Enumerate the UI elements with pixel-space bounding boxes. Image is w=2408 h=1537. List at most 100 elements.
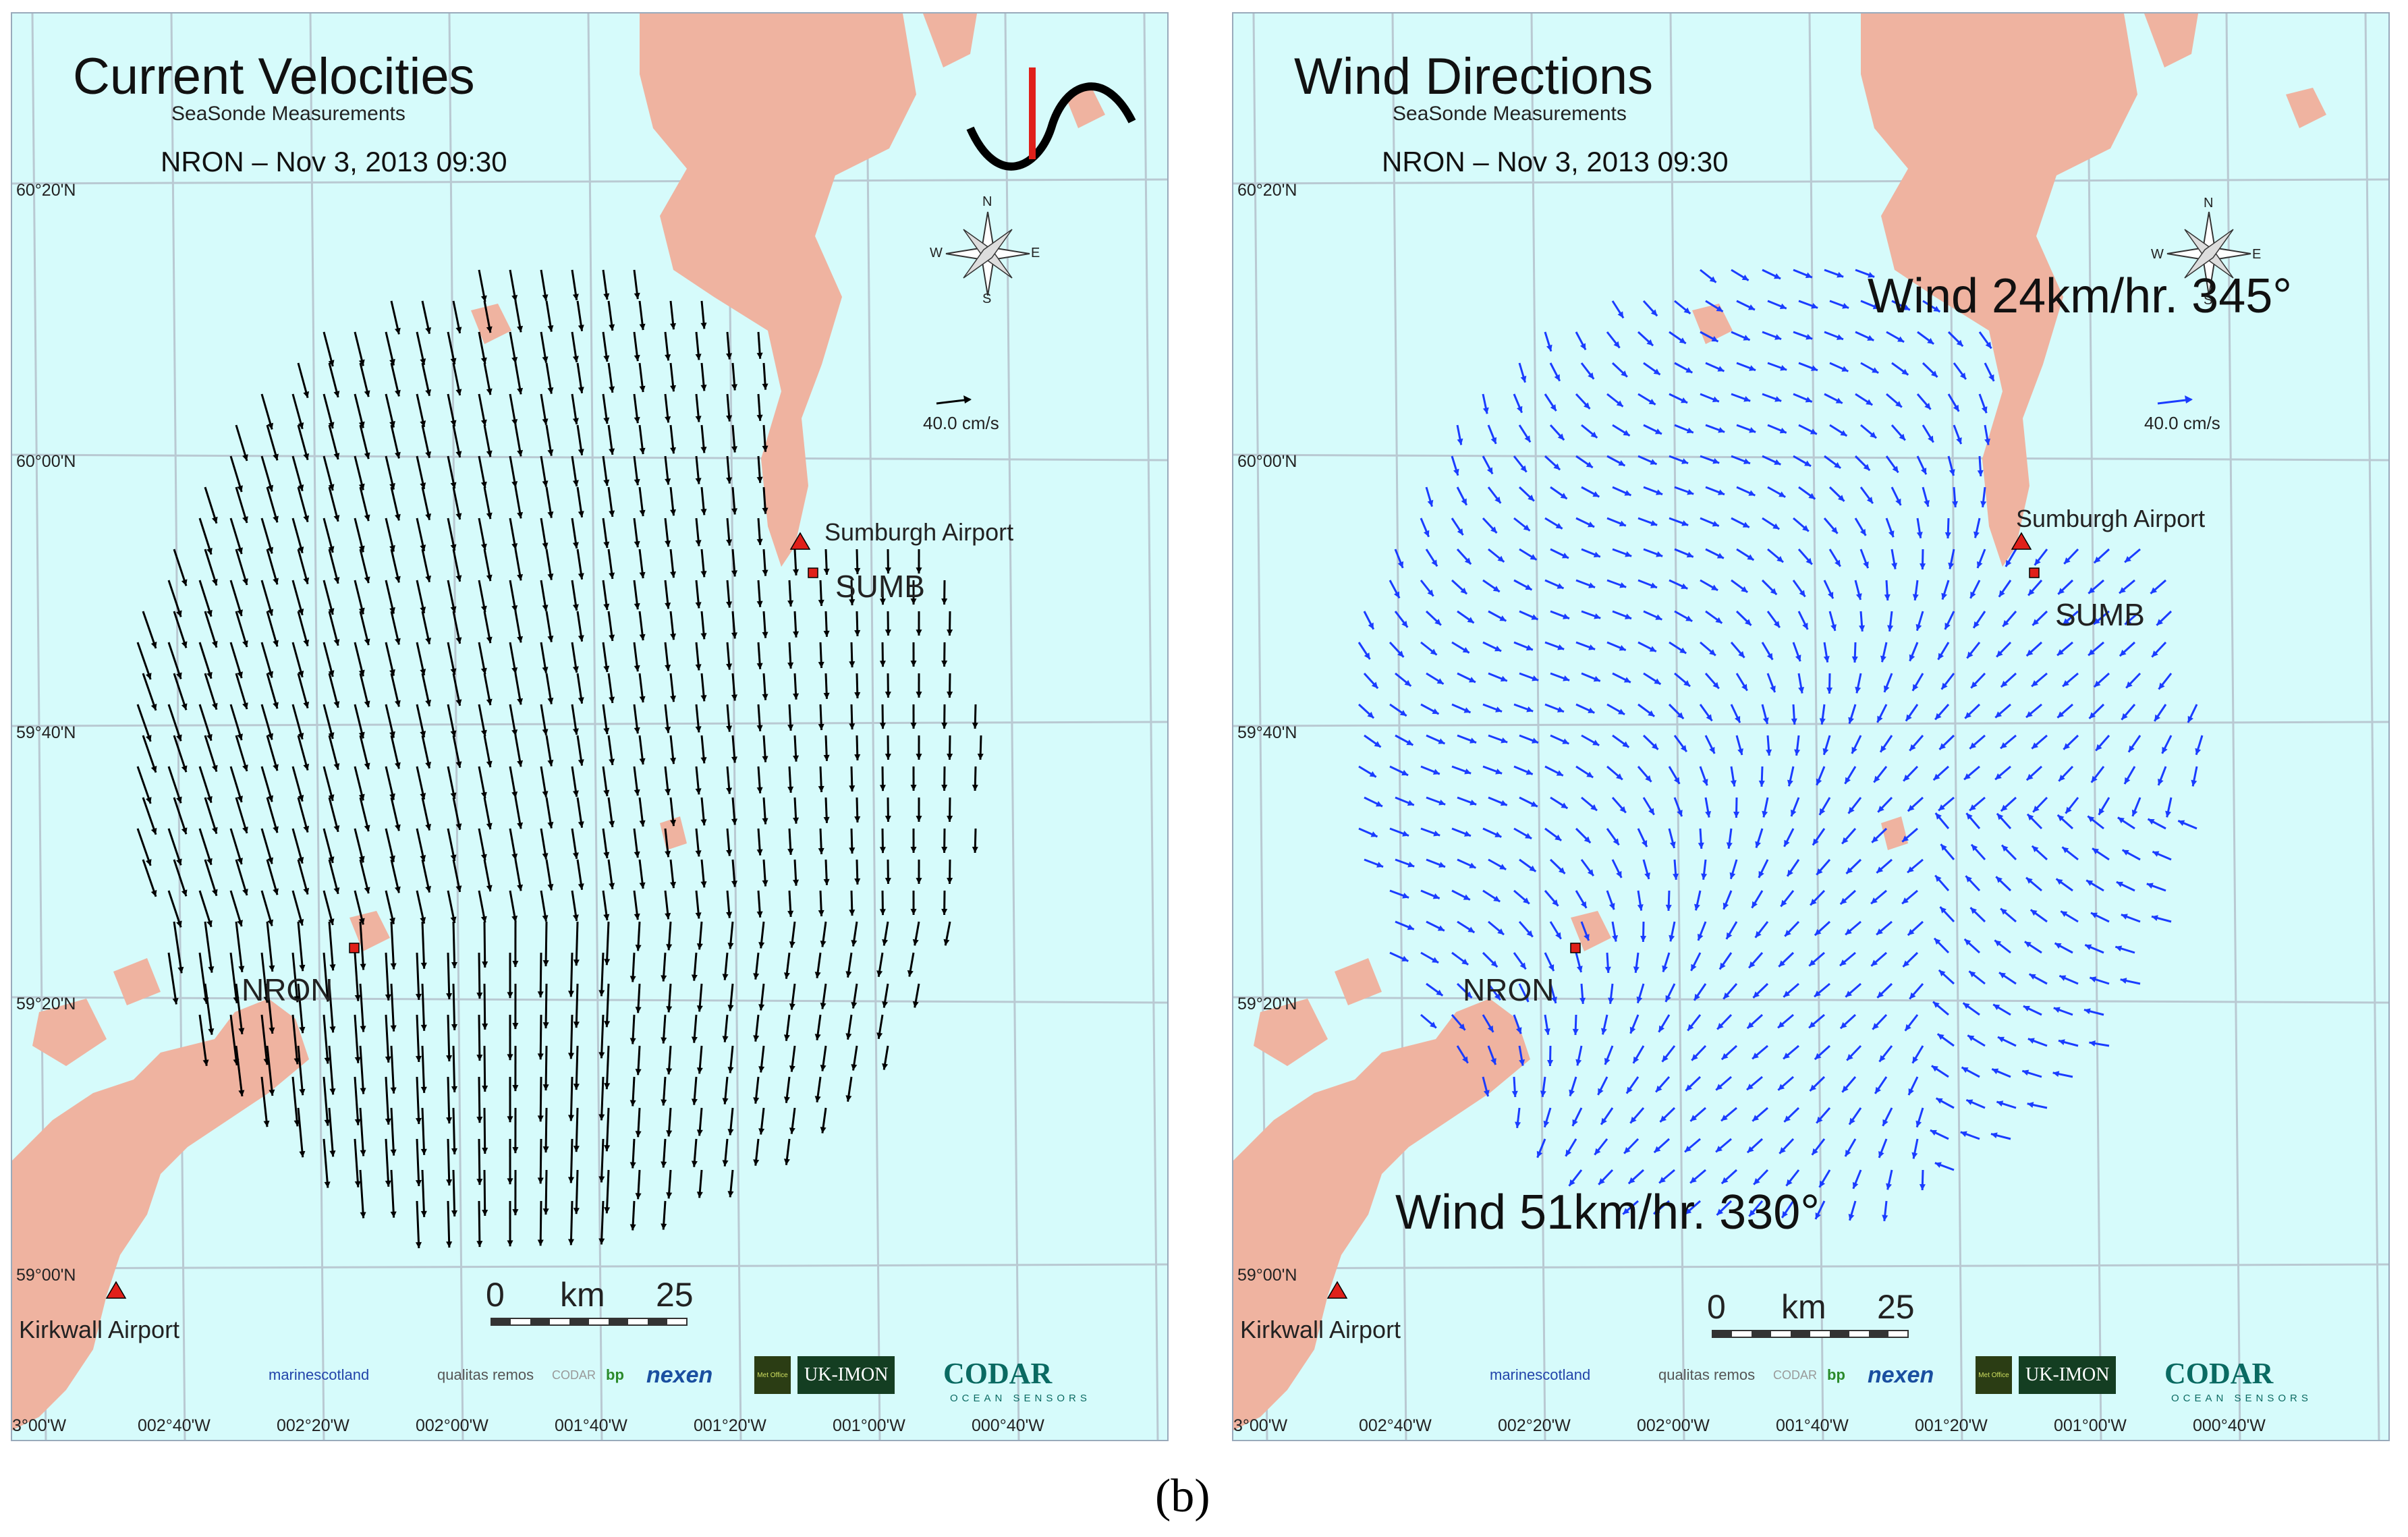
vector-arrowhead: [758, 942, 765, 949]
grid-line: [2225, 13, 2241, 1440]
vector-arrowhead: [2124, 777, 2131, 784]
vector-arrowhead: [324, 995, 331, 1002]
vector-arrowhead: [389, 793, 395, 800]
vector-arrowhead: [849, 910, 856, 916]
vector-arrowhead: [639, 509, 646, 517]
vector-arrow: [323, 1014, 329, 1064]
vector-arrowhead: [1961, 1067, 1969, 1073]
compass-rose-icon: [2166, 211, 2251, 296]
vector-arrowhead: [1617, 311, 1624, 318]
vector-arrow: [291, 766, 304, 802]
vector-arrowhead: [1840, 430, 1847, 437]
vector-arrowhead: [482, 961, 488, 968]
vector-arrowhead: [450, 730, 457, 737]
vector-arrowhead: [1712, 681, 1719, 689]
grid-line: [1233, 721, 2388, 727]
vector-arrowhead: [1648, 710, 1655, 717]
vector-arrowhead: [1741, 586, 1748, 592]
vector-arrowhead: [1715, 617, 1723, 623]
vector-arrowhead: [1563, 675, 1570, 681]
vector-arrowhead: [1467, 926, 1475, 933]
reference-arrowhead: [2185, 395, 2193, 403]
vector-arrowhead: [1878, 1151, 1884, 1158]
vector-arrowhead: [486, 636, 493, 644]
vector-arrowhead: [273, 888, 279, 895]
vector-arrow: [260, 518, 273, 554]
vector-arrowhead: [789, 941, 795, 948]
vector-arrowhead: [1902, 835, 1909, 842]
vector-arrow: [539, 952, 542, 998]
vector-arrowhead: [2195, 748, 2202, 755]
vector-arrowhead: [1985, 341, 1992, 349]
vector-arrowhead: [885, 754, 891, 760]
vector-arrowhead: [1515, 1121, 1521, 1128]
vector-arrowhead: [420, 1086, 427, 1093]
vector-arrowhead: [1909, 744, 1916, 751]
vector-arrowhead: [482, 1148, 488, 1154]
vector-arrowhead: [455, 451, 462, 457]
vector-arrowhead: [578, 449, 584, 455]
vector-arrowhead: [298, 484, 304, 491]
vector-arrowhead: [1546, 344, 1552, 352]
vector-arrowhead: [1469, 737, 1477, 744]
vector-arrow: [416, 1138, 420, 1187]
vector-arrowhead: [537, 1053, 544, 1060]
vector-arrowhead: [542, 542, 549, 549]
vector-arrowhead: [1811, 303, 1818, 309]
vector-arrowhead: [273, 702, 279, 709]
lat-label: 59°20'N: [16, 995, 76, 1013]
vector-arrowhead: [451, 961, 458, 968]
wind-note-north: Wind 24km/hr. 345°: [1868, 269, 2293, 323]
vector-arrowhead: [818, 785, 824, 793]
vector-arrowhead: [604, 1083, 611, 1090]
vector-arrowhead: [1540, 1090, 1546, 1097]
vector-arrowhead: [845, 1095, 852, 1102]
vector-arrow: [136, 828, 152, 866]
vector-arrowhead: [1453, 468, 1459, 476]
vector-arrowhead: [517, 760, 524, 767]
vector-arrowhead: [639, 634, 646, 641]
logo-uk-imon: UK-IMON: [2019, 1356, 2117, 1394]
vector-arrowhead: [661, 1223, 667, 1230]
vector-arrowhead: [666, 944, 673, 951]
vector-arrowhead: [665, 913, 671, 920]
vector-arrowhead: [1584, 836, 1591, 843]
vector-arrowhead: [1487, 1025, 1494, 1032]
vector-arrowhead: [726, 415, 733, 422]
vector-arrowhead: [1741, 275, 1749, 281]
vector-arrowhead: [691, 1161, 698, 1167]
vector-arrowhead: [299, 1026, 306, 1034]
vector-arrowhead: [1794, 749, 1801, 756]
vector-arrowhead: [333, 391, 340, 397]
vector-arrowhead: [1438, 862, 1445, 868]
vector-arrowhead: [1969, 742, 1977, 749]
vector-arrow: [416, 1200, 420, 1249]
vector-arrowhead: [2032, 619, 2040, 625]
vector-arrow: [416, 952, 420, 1001]
vector-arrowhead: [1996, 1100, 2004, 1107]
vector-arrowhead: [1944, 622, 1951, 630]
vector-arrowhead: [700, 323, 707, 329]
vector-arrow: [600, 1014, 605, 1059]
vector-arrowhead: [731, 756, 738, 763]
vector-arrowhead: [910, 723, 917, 729]
vector-arrowhead: [547, 325, 554, 332]
vector-arrowhead: [542, 1022, 549, 1029]
vector-arrow: [173, 549, 188, 586]
vector-arrowhead: [1752, 1115, 1760, 1121]
vector-arrowhead: [547, 574, 554, 580]
vector-arrowhead: [1461, 958, 1469, 965]
vector-arrowhead: [1673, 777, 1680, 784]
vector-arrowhead: [635, 945, 642, 951]
vector-arrowhead: [635, 1131, 642, 1138]
vector-arrowhead: [480, 295, 487, 302]
vector-arrowhead: [916, 692, 922, 698]
vector-arrowhead: [237, 920, 243, 927]
vector-arrowhead: [324, 1119, 331, 1126]
vector-arrowhead: [910, 598, 917, 605]
vector-arrowhead: [273, 453, 279, 461]
vector-arrowhead: [758, 1128, 765, 1135]
vector-arrowhead: [476, 1241, 483, 1248]
vector-arrowhead: [1977, 561, 1983, 568]
vector-arrowhead: [573, 1022, 580, 1028]
